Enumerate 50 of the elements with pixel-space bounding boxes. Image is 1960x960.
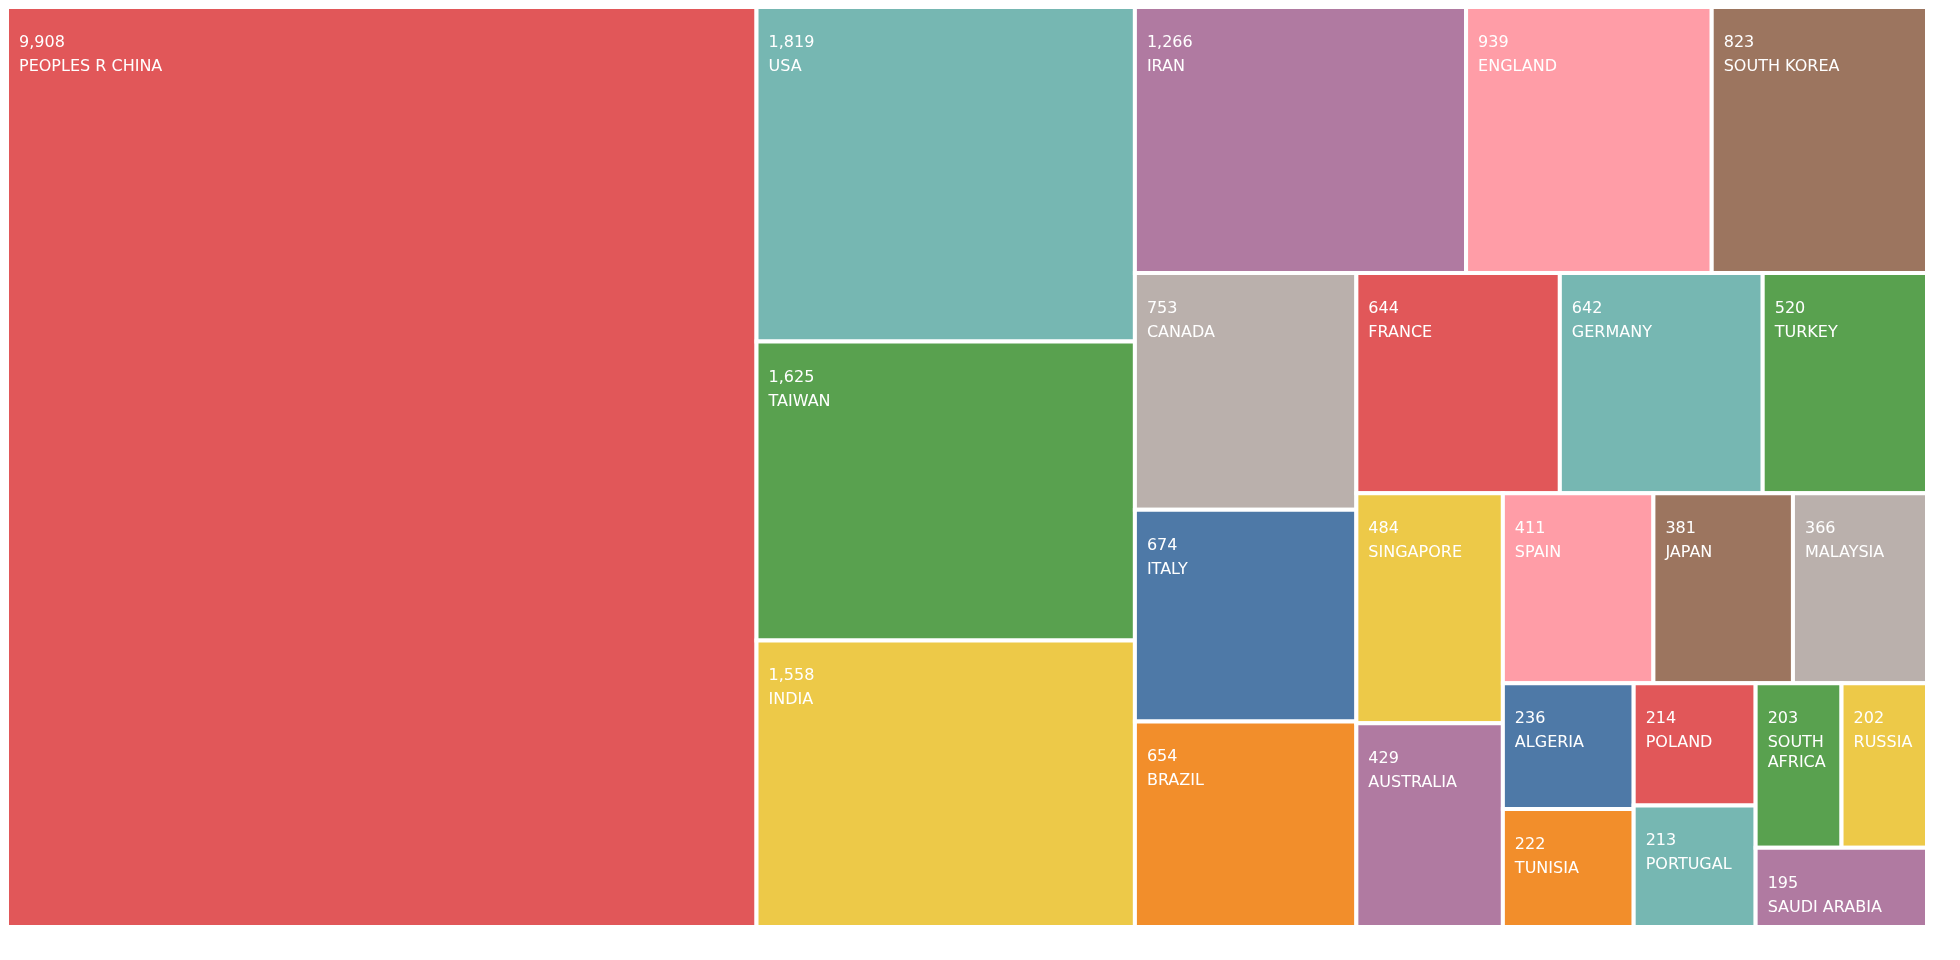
data-label: 9,908 [19,32,65,51]
category-label: SINGAPORE [1368,542,1463,562]
category-label: SPAIN [1514,542,1562,562]
data-label: 939 [1478,32,1509,51]
category-label: ITALY [1146,558,1188,578]
category-label: POLAND [1645,732,1713,752]
data-label: 222 [1514,833,1546,853]
category-label: TAIWAN [767,390,831,410]
category-label: SOUTH AFRICA [1767,732,1826,772]
data-label: 823 [1723,32,1755,51]
data-label: 429 [1368,748,1399,768]
data-label: 753 [1146,298,1178,318]
category-label: JAPAN [1664,542,1713,562]
data-label: 644 [1368,298,1399,318]
category-label: TUNISIA [1513,857,1579,877]
category-label: INDIA [768,689,814,709]
category-label: ENGLAND [1478,56,1558,75]
category-label: MALAYSIA [1804,542,1885,562]
category-label: USA [768,56,802,75]
category-label: RUSSIA [1853,732,1913,752]
category-label: PORTUGAL [1645,854,1732,874]
data-label: 195 [1767,872,1799,892]
data-label: 214 [1645,708,1677,728]
category-label: AUSTRALIA [1368,772,1457,792]
category-label: FRANCE [1368,322,1433,342]
data-label: 1,625 [768,366,815,386]
data-label: 203 [1767,708,1799,728]
data-label: 1,558 [768,665,815,685]
category-label: PEOPLES R CHINA [19,56,163,75]
data-label: 642 [1571,298,1603,318]
category-label: IRAN [1146,56,1186,75]
data-label: 1,819 [768,32,815,51]
data-label: 236 [1514,708,1546,728]
category-label: GERMANY [1571,322,1653,342]
category-label: TURKEY [1773,322,1838,342]
data-label: 366 [1804,518,1836,538]
category-label: SAUDI ARABIA [1767,896,1882,916]
category-label: BRAZIL [1146,770,1204,790]
category-label: CANADA [1146,322,1215,342]
data-label: 654 [1146,746,1178,766]
data-label: 411 [1514,518,1546,538]
data-label: 202 [1853,708,1885,728]
data-label: 520 [1774,298,1806,318]
data-label: 381 [1665,518,1696,538]
category-label: SOUTH KOREA [1723,56,1840,75]
data-label: 213 [1645,830,1677,850]
data-label: 484 [1368,518,1399,538]
data-label: 1,266 [1146,32,1193,51]
data-label: 674 [1146,534,1178,554]
category-label: ALGERIA [1514,732,1585,752]
